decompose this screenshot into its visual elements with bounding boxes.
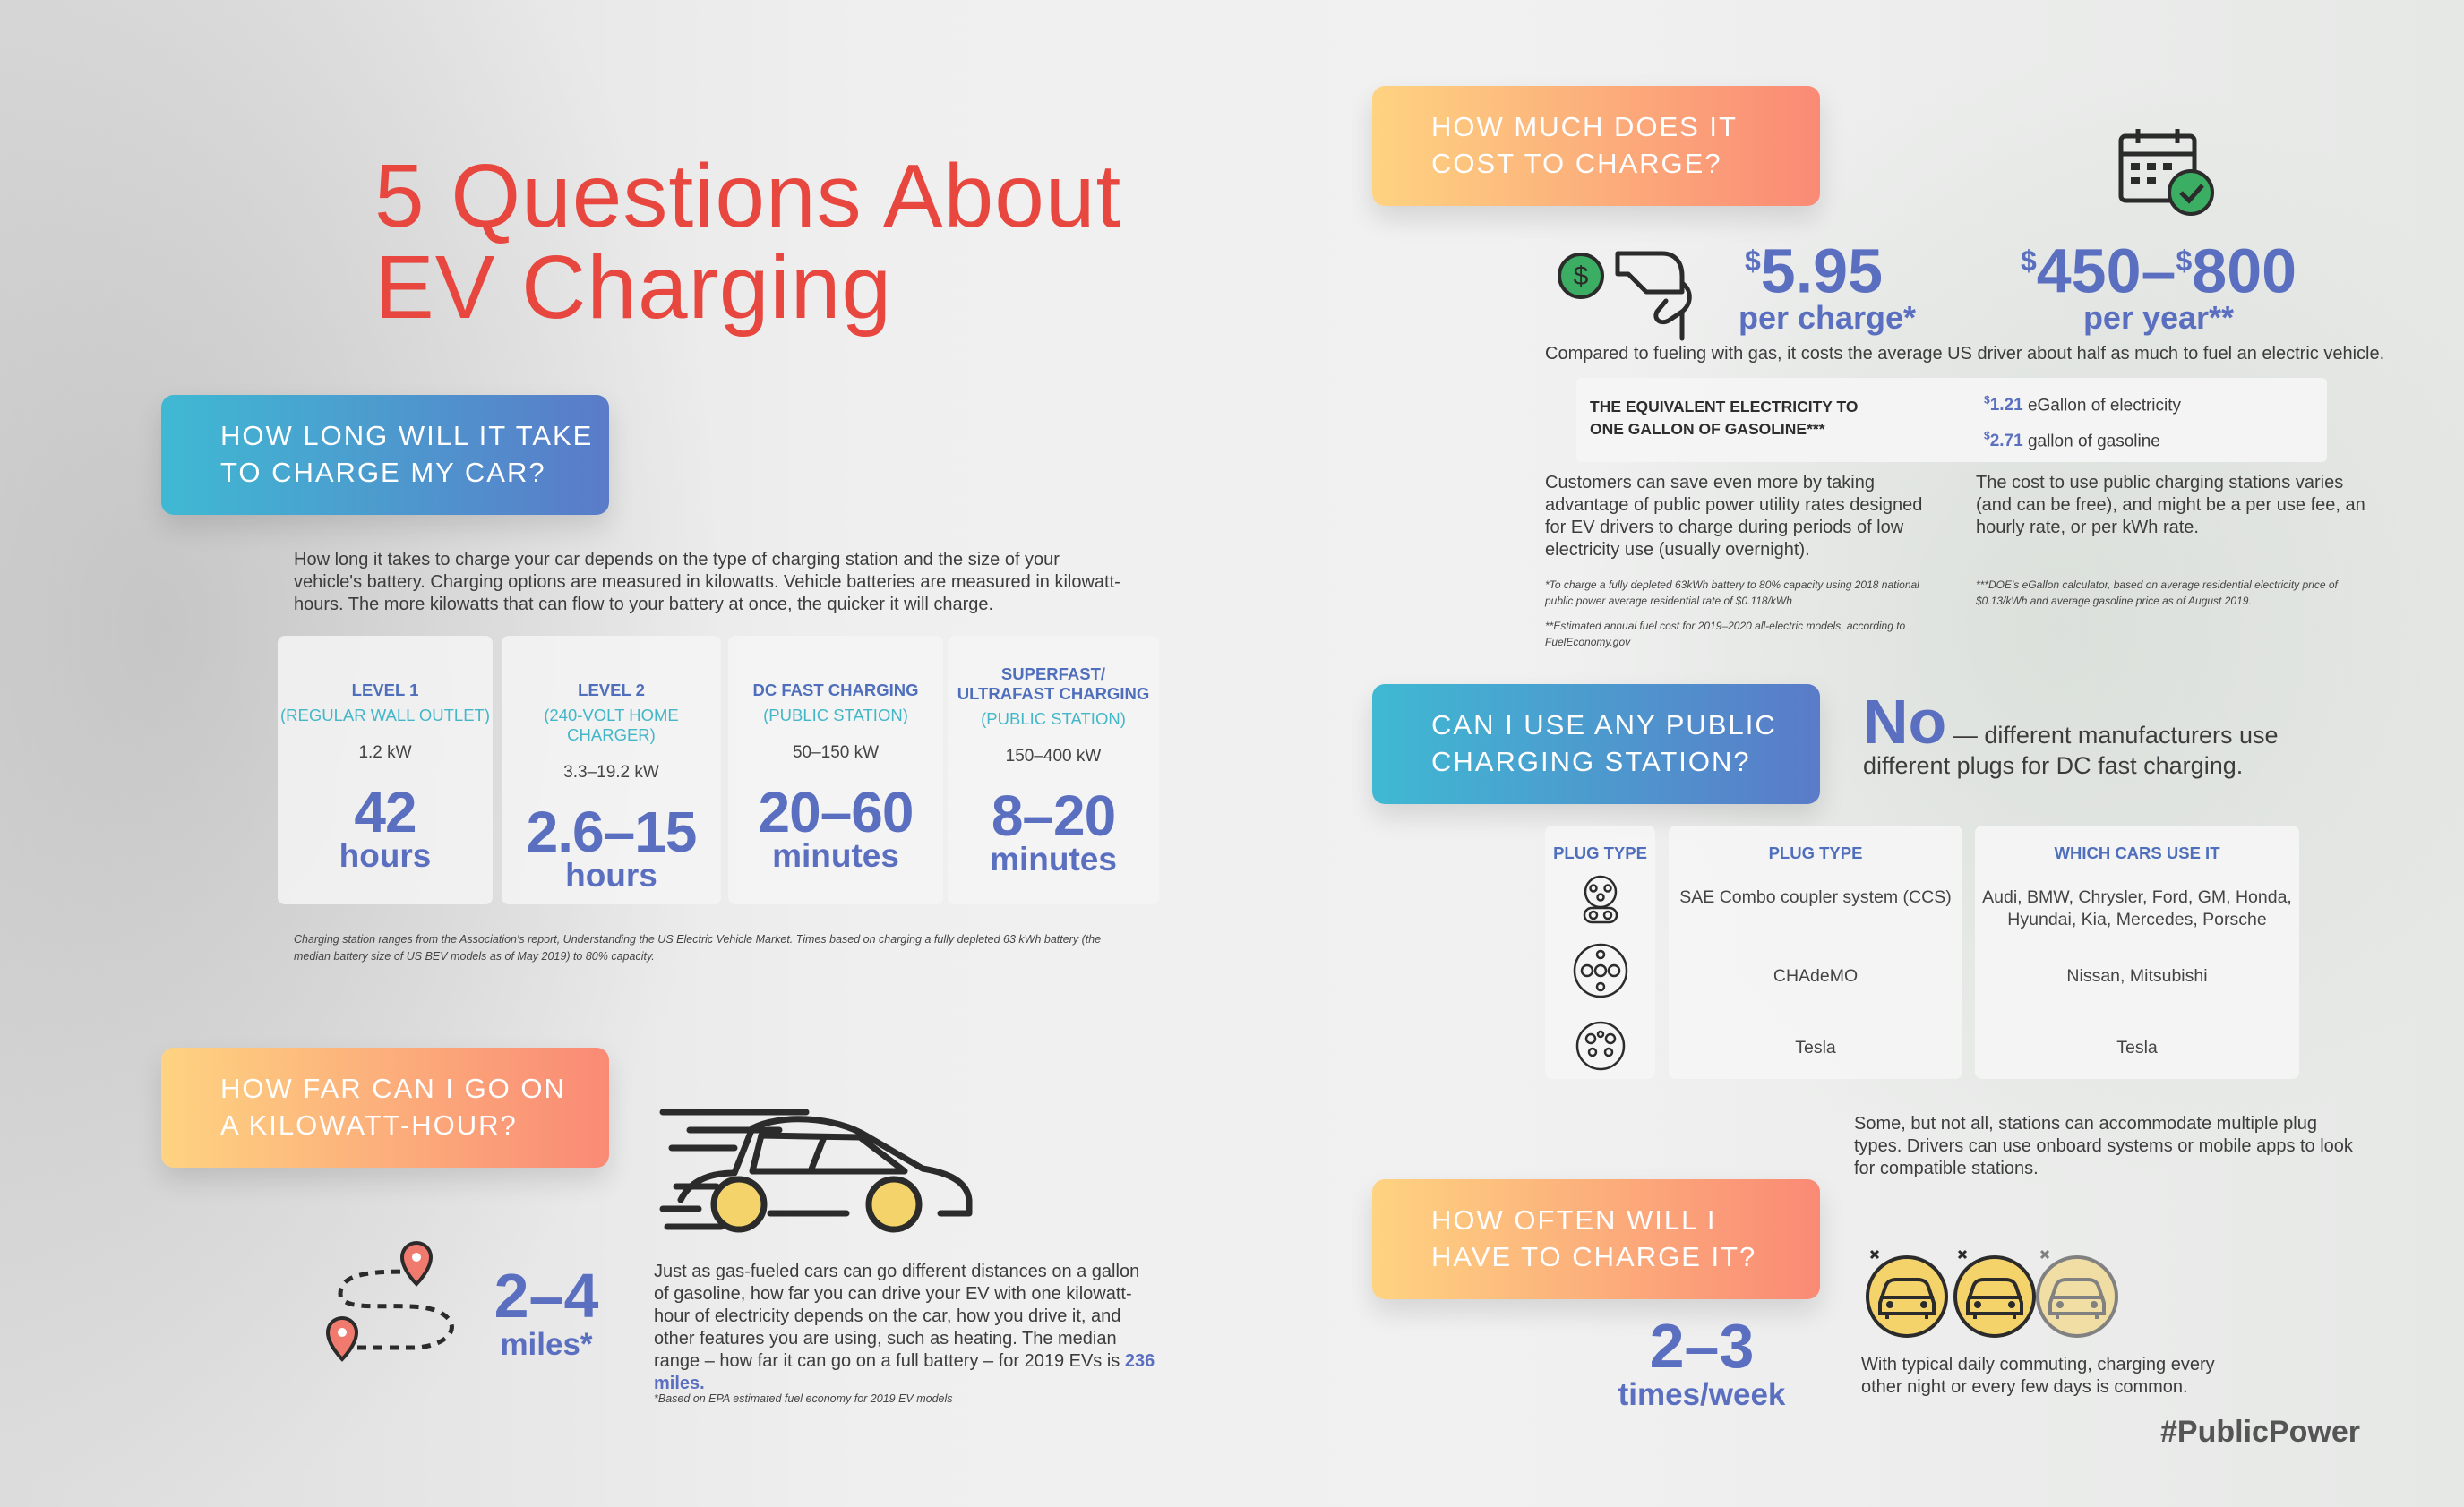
dollar-icon: $ <box>1574 261 1589 291</box>
plug-type-cell: Tesla <box>1795 1038 1836 1057</box>
plug-icon: $ <box>1558 251 1692 341</box>
level-card: DC FAST CHARGING (PUBLIC STATION) 50–150… <box>728 636 943 904</box>
page-title: 5 Questions About EV Charging <box>374 146 1122 338</box>
cars-cell: Tesla <box>2116 1038 2158 1057</box>
question-cost: HOW MUCH DOES IT COST TO CHARGE? <box>1372 86 1820 206</box>
plug-icon-column: PLUG TYPE <box>1545 826 1655 1079</box>
cost-savings-text: Customers can save even more by taking a… <box>1545 473 1923 560</box>
cost-compare: Compared to fueling with gas, it costs t… <box>1545 344 2385 364</box>
car-charge-icon <box>1866 1249 2118 1338</box>
gallon-row: $2.71 gallon of gasoline <box>1984 430 2160 451</box>
map-route-icon <box>325 1240 454 1362</box>
cost-footnote-3: ***DOE's eGallon calculator, based on av… <box>1976 578 2338 607</box>
equivalent-box: THE EQUIVALENT ELECTRICITY TO ONE GALLON… <box>1576 378 2327 462</box>
chademo-plug-icon <box>1573 943 1628 998</box>
cost-footnote-2: **Estimated annual fuel cost for 2019–20… <box>1545 620 1906 648</box>
cars-cell: Nissan, Mitsubishi <box>2066 966 2208 986</box>
cost-per-charge: $5.95 per charge* <box>1738 235 1917 337</box>
cars-column: WHICH CARS USE IT Audi, BMW, Chrysler, F… <box>1975 826 2299 1079</box>
equivalent-title: THE EQUIVALENT ELECTRICITY TO ONE GALLON… <box>1590 398 1859 438</box>
level-card: LEVEL 1 (REGULAR WALL OUTLET) 1.2 kW 42 … <box>278 636 493 904</box>
charge-time-footnote: Charging station ranges from the Associa… <box>294 933 1102 963</box>
plug-type-cell: CHAdeMO <box>1773 966 1859 986</box>
plug-footer-text: Some, but not all, stations can accommod… <box>1854 1114 2353 1178</box>
question-charge-time: HOW LONG WILL IT TAKE TO CHARGE MY CAR? <box>161 395 609 515</box>
question-range: HOW FAR CAN I GO ON A KILOWATT-HOUR? <box>161 1048 609 1168</box>
plug-type-column: PLUG TYPE SAE Combo coupler system (CCS)… <box>1669 826 1962 1079</box>
tesla-plug-icon <box>1575 1021 1626 1071</box>
range-stat: 2–4 miles* <box>494 1261 599 1362</box>
charge-time-intro: How long it takes to charge your car dep… <box>294 550 1120 614</box>
level-card: LEVEL 2 (240-VOLT HOME CHARGER) 3.3–19.2… <box>502 636 721 904</box>
public-station-answer: No — different manufacturers use differe… <box>1863 687 2279 779</box>
cost-per-year: $450–$800 per year** <box>2020 235 2297 337</box>
plug-type-cell: SAE Combo coupler system (CCS) <box>1679 887 1952 907</box>
hashtag: #PublicPower <box>2160 1415 2360 1449</box>
cars-cell: Audi, BMW, Chrysler, Ford, GM, Honda, Hy… <box>1982 887 2292 929</box>
frequency-stat: 2–3 times/week <box>1618 1311 1786 1412</box>
car-icon <box>659 1109 973 1233</box>
range-text: Just as gas-fueled cars can go different… <box>654 1262 1155 1393</box>
public-charging-cost-text: The cost to use public charging stations… <box>1976 473 2365 537</box>
question-frequency: HOW OFTEN WILL I HAVE TO CHARGE IT? <box>1372 1179 1820 1299</box>
level-card: SUPERFAST/ ULTRAFAST CHARGING (PUBLIC ST… <box>948 636 1159 904</box>
frequency-text: With typical daily commuting, charging e… <box>1861 1355 2215 1397</box>
question-public-station: CAN I USE ANY PUBLIC CHARGING STATION? <box>1372 684 1820 804</box>
cost-footnote-1: *To charge a fully depleted 63kWh batter… <box>1545 578 1919 607</box>
range-footnote: *Based on EPA estimated fuel economy for… <box>654 1392 953 1405</box>
ccs-plug-icon <box>1583 875 1618 924</box>
calendar-check-icon <box>2118 129 2214 216</box>
egallon-row: $1.21 eGallon of electricity <box>1984 394 2182 415</box>
